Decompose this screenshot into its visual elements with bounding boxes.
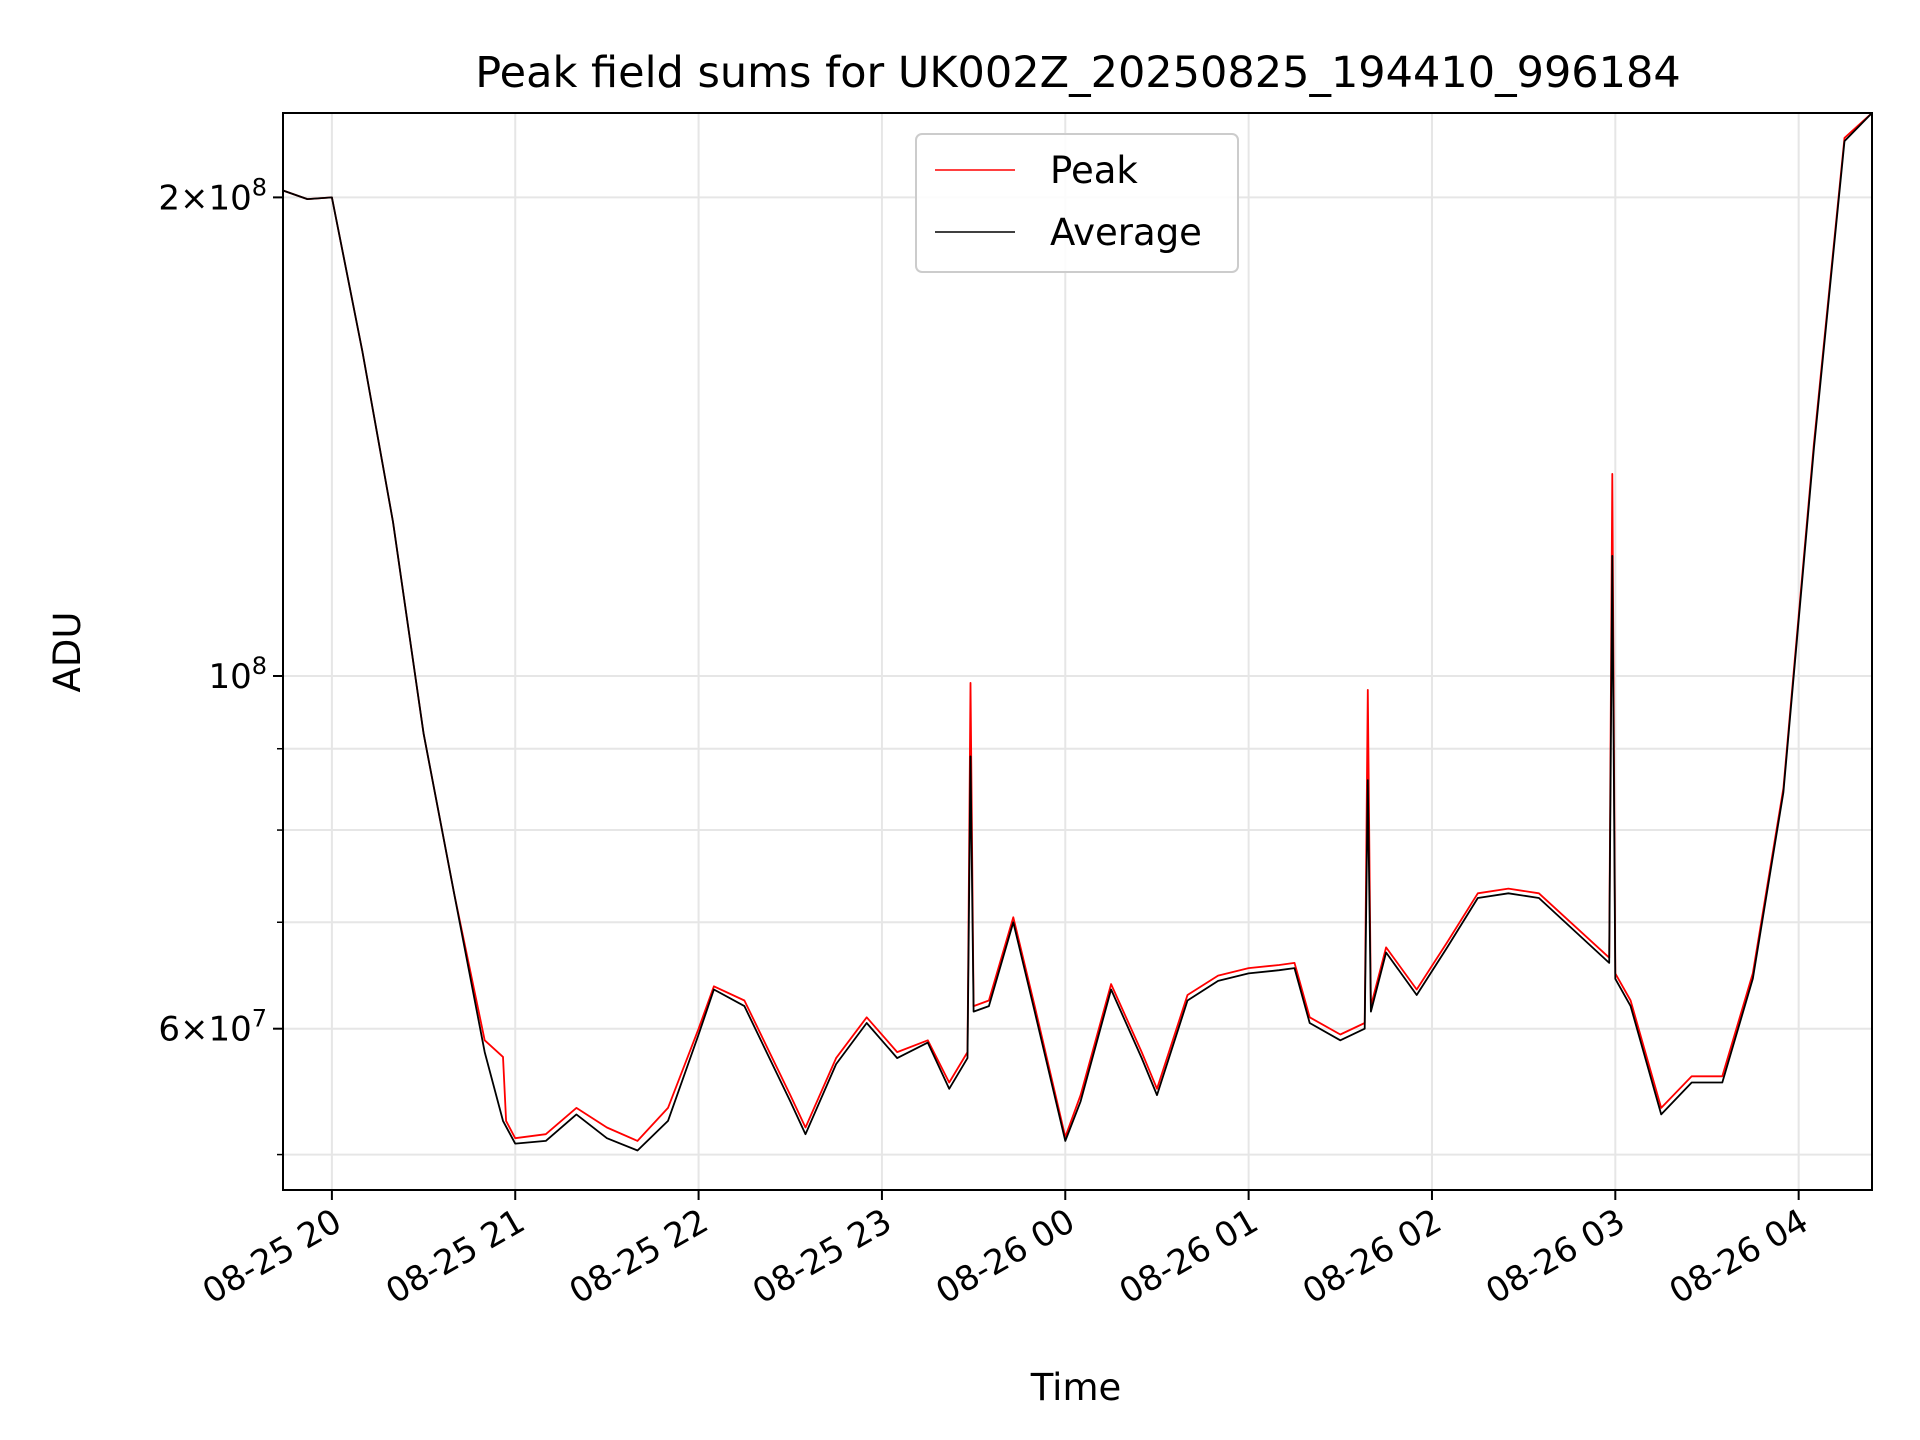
- legend-label-average: Average: [1050, 211, 1202, 254]
- y-tick-exponent: 8: [252, 652, 267, 680]
- series-layer: [283, 113, 1872, 1152]
- legend: Peak Average: [915, 133, 1239, 273]
- y-axis-label: ADU: [46, 612, 89, 693]
- y-tick-label: 108: [208, 652, 267, 697]
- y-tick-exponent: 8: [252, 173, 267, 201]
- y-tick-label: 2×108: [158, 173, 267, 218]
- legend-label-peak: Peak: [1050, 149, 1138, 192]
- y-tick-exponent: 7: [252, 1005, 267, 1033]
- y-tick-label: 6×107: [158, 1005, 267, 1050]
- chart-title: Peak field sums for UK002Z_20250825_1944…: [475, 48, 1681, 98]
- series-line-average: [283, 113, 1872, 1152]
- plot-frame: [282, 112, 1873, 1191]
- legend-box: [915, 133, 1239, 273]
- x-axis-label: Time: [1030, 1366, 1122, 1409]
- y-tick-base: 10: [208, 657, 251, 697]
- y-tick-base: 6×10: [158, 1010, 251, 1050]
- plot-area: [283, 113, 1872, 1152]
- y-tick-base: 2×10: [158, 178, 251, 218]
